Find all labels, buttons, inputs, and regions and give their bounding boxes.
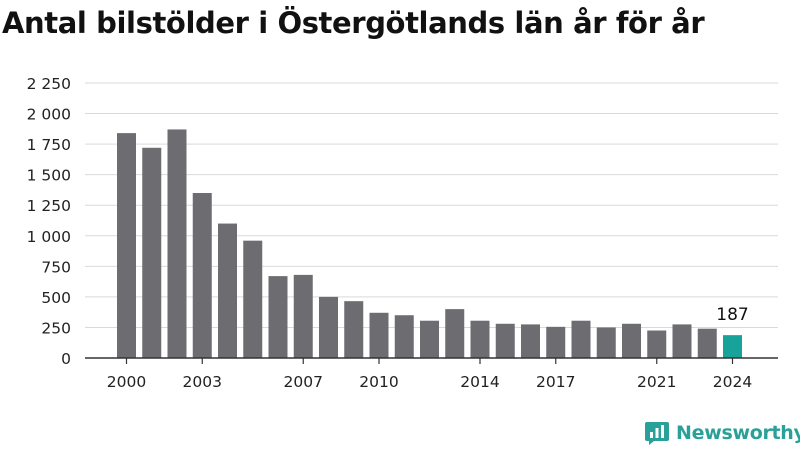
bar <box>394 315 414 358</box>
bar <box>319 296 338 358</box>
bar <box>369 312 389 358</box>
brand-name: Newsworthy <box>676 422 800 444</box>
bar <box>723 335 742 358</box>
bar <box>495 323 515 358</box>
bar <box>293 274 313 358</box>
bar <box>521 324 540 358</box>
bar <box>243 240 263 358</box>
brand-logo: Newsworthy <box>644 420 800 446</box>
bar <box>571 320 591 358</box>
bar <box>192 193 212 358</box>
x-tick-label: 2010 <box>359 373 398 391</box>
x-tick-label: 2014 <box>460 373 499 391</box>
x-tick-label: 2007 <box>284 373 323 391</box>
chart-speech-bubble-icon <box>645 422 669 445</box>
y-tick-label: 1 000 <box>27 228 71 246</box>
y-tick-label: 500 <box>41 289 71 307</box>
y-tick-label: 0 <box>61 350 71 368</box>
bar <box>142 147 162 358</box>
bar <box>546 326 566 358</box>
bar <box>697 328 717 358</box>
y-tick-label: 1 500 <box>27 167 71 185</box>
data-label-2024: 187 <box>716 305 748 325</box>
y-tick-label: 250 <box>41 319 71 337</box>
bar <box>167 129 187 358</box>
y-tick-label: 2 250 <box>27 75 71 93</box>
bar <box>470 320 490 358</box>
y-tick-label: 750 <box>41 258 71 276</box>
bar <box>672 324 692 358</box>
x-tick-label: 2000 <box>107 373 146 391</box>
chart-title: Antal bilstölder i Östergötlands län år … <box>2 6 705 40</box>
x-tick-label: 2003 <box>183 373 222 391</box>
x-tick-label: 2021 <box>637 373 676 391</box>
bar <box>344 301 364 358</box>
bar <box>647 330 667 358</box>
bar <box>622 323 641 358</box>
y-tick-label: 1 250 <box>27 197 71 215</box>
bar <box>596 327 616 358</box>
x-tick-label: 2024 <box>713 373 752 391</box>
bar <box>420 320 439 358</box>
bar <box>117 133 136 358</box>
bar <box>445 309 465 358</box>
y-tick-label: 1 750 <box>27 136 71 154</box>
bar <box>218 223 237 358</box>
y-tick-label: 2 000 <box>27 106 71 124</box>
x-tick-label: 2017 <box>536 373 575 391</box>
bar <box>268 276 288 358</box>
bar-chart: 0 250 500 750 1 000 1 250 1 500 1 750 2 000 2 250… <box>27 75 778 391</box>
